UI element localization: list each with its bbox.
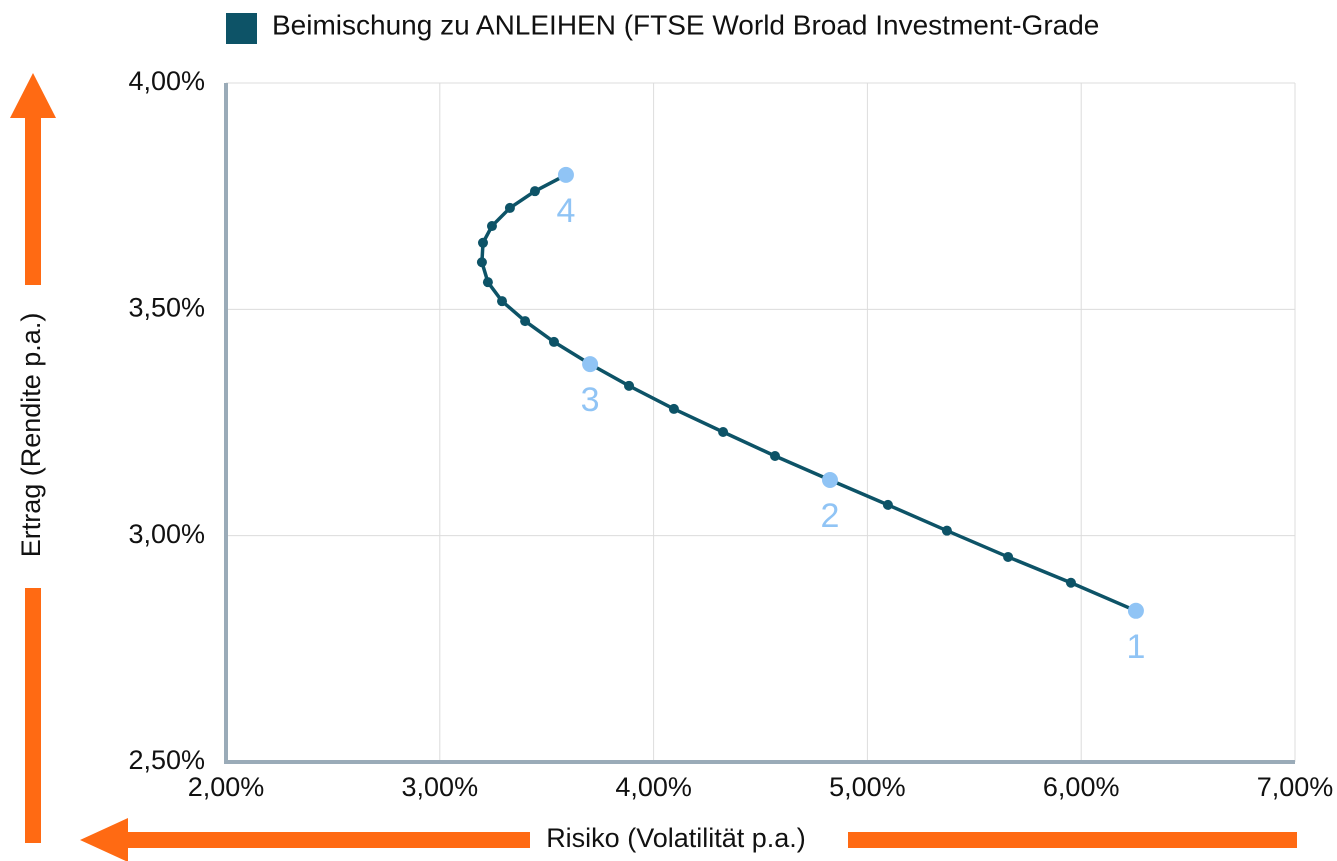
point-label: 1 (1126, 628, 1145, 666)
x-tick-label: 5,00% (829, 772, 906, 802)
x-arrow-shaft (127, 832, 530, 848)
point-label: 4 (556, 192, 575, 230)
data-point (482, 277, 493, 288)
data-point (624, 380, 635, 391)
x-tick-label: 4,00% (615, 772, 692, 802)
highlight-point (557, 166, 574, 183)
y-tick-label: 4,00% (128, 66, 205, 96)
y-tick-label: 3,00% (128, 519, 205, 549)
y-arrow-shaft (25, 588, 41, 843)
legend-label: Beimischung zu ANLEIHEN (FTSE World Broa… (272, 9, 1099, 40)
data-point (668, 403, 679, 414)
data-point (770, 450, 781, 461)
x-axis-label: Risiko (Volatilität p.a.) (546, 823, 806, 853)
y-arrow-shaft (25, 117, 41, 285)
highlight-point (821, 471, 838, 488)
data-point (477, 237, 488, 248)
highlight-point (1127, 602, 1144, 619)
x-arrow-head (80, 818, 128, 861)
x-tick-label: 2,00% (188, 772, 265, 802)
point-label: 3 (581, 381, 600, 419)
y-arrow-head (10, 73, 56, 118)
y-axis-label: Ertrag (Rendite p.a.) (16, 313, 46, 558)
data-point (882, 499, 893, 510)
data-point (941, 525, 952, 536)
data-point (497, 296, 508, 307)
legend-swatch (226, 13, 257, 44)
data-point (504, 202, 515, 213)
x-arrow-shaft (848, 832, 1297, 848)
highlight-point (582, 356, 599, 373)
data-point (476, 257, 487, 268)
data-point (1003, 551, 1014, 562)
x-tick-label: 6,00% (1043, 772, 1120, 802)
data-point (529, 186, 540, 197)
x-tick-label: 7,00% (1257, 772, 1334, 802)
data-point (718, 427, 729, 438)
data-point (1065, 577, 1076, 588)
y-tick-label: 2,50% (128, 745, 205, 775)
point-label: 2 (821, 497, 840, 535)
data-point (520, 316, 531, 327)
y-tick-label: 3,50% (128, 292, 205, 322)
data-point (486, 221, 497, 232)
data-point (548, 336, 559, 347)
x-tick-label: 3,00% (402, 772, 479, 802)
